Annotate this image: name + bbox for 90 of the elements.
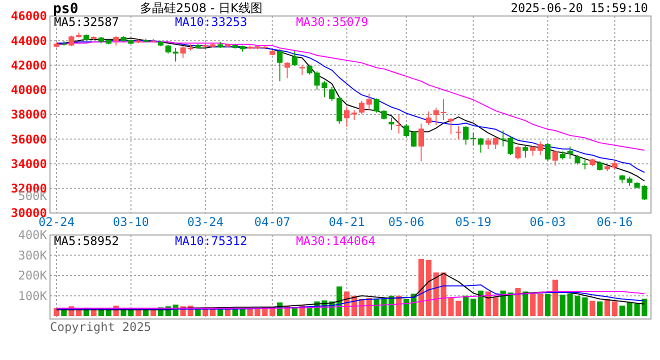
line-series — [56, 272, 645, 310]
y-tick-label: 100K — [18, 288, 48, 303]
candlestick — [456, 126, 462, 140]
line-series — [56, 284, 645, 310]
bar — [530, 294, 536, 316]
y-tick-label: 36000 — [10, 132, 47, 146]
candlestick — [358, 100, 364, 114]
annotation: ps0 — [53, 1, 78, 17]
candlestick — [544, 142, 551, 162]
candlestick — [426, 110, 432, 126]
candlestick — [463, 126, 469, 146]
candlestick — [396, 114, 402, 134]
bar — [597, 301, 603, 316]
candlestick — [172, 48, 178, 62]
bar — [544, 294, 551, 316]
bar — [418, 258, 424, 316]
candlestick — [284, 62, 290, 79]
candlestick — [597, 160, 603, 172]
candlestick — [485, 137, 491, 150]
text: Copyright 2025 — [50, 320, 152, 334]
candlestick — [470, 132, 476, 146]
series-label: MA10:33253 — [175, 15, 248, 29]
candlestick — [448, 118, 454, 135]
x-tick-label: 04-07 — [254, 215, 290, 229]
candlestick — [366, 93, 372, 111]
candlestick — [299, 64, 305, 76]
candlestick — [522, 144, 528, 158]
candlestick — [478, 137, 484, 154]
candlestick — [418, 123, 424, 162]
x-tick-label: 04-21 — [328, 215, 365, 229]
bar — [515, 288, 521, 316]
y-tick-label: 40000 — [10, 83, 47, 98]
x-tick-label: 05-06 — [388, 215, 424, 229]
candlestick — [552, 150, 558, 166]
candlestick — [68, 35, 74, 47]
bar — [426, 260, 432, 316]
x-tick-label: 05-19 — [455, 215, 492, 229]
bar — [619, 306, 625, 316]
candlestick — [515, 145, 521, 160]
y-tick-label: 34000 — [10, 156, 47, 171]
candlestick — [277, 48, 283, 82]
y-tick-label: 38000 — [10, 108, 47, 122]
candlestick — [492, 136, 498, 150]
text: MA10:75312 — [175, 234, 248, 248]
y-tick-label: 42000 — [10, 58, 47, 72]
bar — [522, 291, 528, 316]
chart-subtitle: 2025-06-20 15:59:10 — [510, 1, 648, 15]
y-tick-label: 44000 — [10, 34, 47, 48]
x-tick-label: 06-16 — [596, 215, 633, 229]
candlestick — [530, 145, 536, 156]
x-tick-label: 03-10 — [112, 215, 149, 229]
candlestick — [404, 124, 410, 138]
y-tick-label: 46000 — [10, 9, 47, 24]
chart-title: 多晶硅2508 - 日K线图 — [140, 1, 262, 15]
candlestick — [582, 158, 588, 170]
candlestick — [574, 154, 580, 165]
bar — [485, 291, 491, 316]
x-tick-label: 06-03 — [530, 215, 566, 229]
bar — [470, 298, 476, 316]
y-tick-label: 300K — [18, 248, 48, 262]
candlestick — [410, 130, 417, 148]
bar — [626, 302, 632, 316]
bar — [604, 298, 610, 316]
candlestick — [351, 110, 358, 121]
bar — [492, 297, 498, 316]
series-label: MA5:32587 — [54, 15, 120, 29]
bar — [590, 300, 596, 316]
candlestick — [329, 86, 335, 102]
candlestick — [292, 50, 298, 66]
candlestick — [538, 141, 544, 156]
bar — [404, 298, 410, 316]
series-label: MA30:35079 — [296, 15, 368, 29]
text: MA5:58952 — [54, 234, 120, 248]
x-tick-label: 03-24 — [187, 215, 224, 229]
line-series — [56, 291, 645, 309]
y-tick-label: 200K — [18, 268, 48, 283]
candlestick — [336, 96, 342, 124]
bar — [478, 290, 484, 316]
candlestick — [567, 146, 573, 160]
candlestick — [388, 117, 394, 130]
bar — [463, 296, 469, 316]
candlestick — [344, 106, 350, 128]
text: MA30:144064 — [296, 234, 376, 248]
bar — [560, 294, 566, 316]
bar — [552, 280, 558, 316]
candlestick — [113, 36, 119, 46]
bar — [612, 301, 618, 316]
candlestick — [626, 176, 632, 186]
bar — [538, 294, 544, 316]
y-tick-label: 400K — [18, 228, 48, 242]
